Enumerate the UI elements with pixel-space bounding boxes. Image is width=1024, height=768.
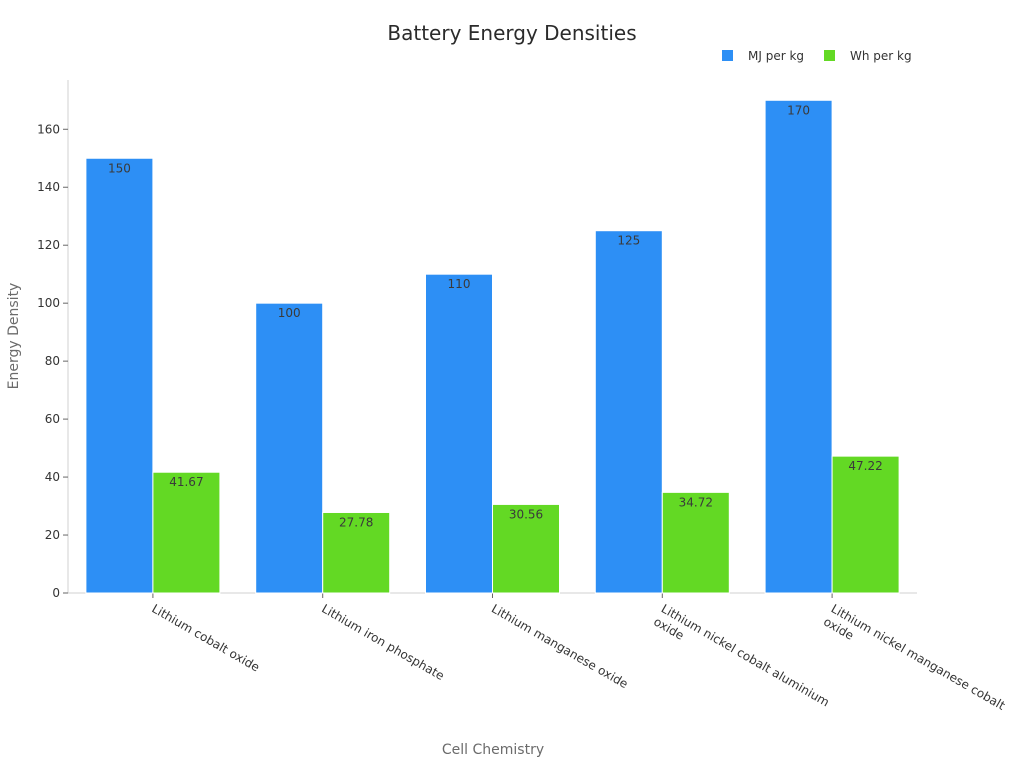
y-tick-label: 140 <box>37 180 60 194</box>
bar-mj-per-kg-lithium-cobalt-oxide <box>85 157 154 594</box>
y-tick-label: 60 <box>45 412 60 426</box>
y-tick-label: 120 <box>37 238 60 252</box>
y-tick-label: 20 <box>45 528 60 542</box>
y-tick-label: 100 <box>37 296 60 310</box>
data-label-wh-per-kg-lithium-nickel-manganese-cobalt-oxide: 47.22 <box>848 459 882 473</box>
y-tick-label: 0 <box>52 586 60 600</box>
x-tick-label-lithium-cobalt-oxide: Lithium cobalt oxide <box>149 601 262 674</box>
y-tick-label: 160 <box>37 122 60 136</box>
bar-mj-per-kg-lithium-manganese-oxide <box>425 273 493 594</box>
bar-wh-per-kg-lithium-nickel-manganese-cobalt-oxide <box>831 455 900 594</box>
bar-mj-per-kg-lithium-nickel-cobalt-aluminium-oxide <box>594 230 663 594</box>
legend-label-wh-per-kg: Wh per kg <box>850 49 912 63</box>
bar-wh-per-kg-lithium-cobalt-oxide <box>152 471 221 594</box>
legend-swatch-wh-per-kg <box>824 50 835 61</box>
x-axis: Lithium cobalt oxide Lithium iron phospha… <box>68 592 1008 725</box>
data-label-mj-per-kg-lithium-nickel-manganese-cobalt-oxide: 170 <box>787 103 810 117</box>
data-label-mj-per-kg-lithium-cobalt-oxide: 150 <box>108 161 131 175</box>
bar-wh-per-kg-lithium-nickel-cobalt-aluminium-oxide <box>661 491 730 594</box>
y-axis-title: Energy Density <box>6 283 22 390</box>
x-tick-label-lithium-iron-phosphate: Lithium iron phosphate <box>319 601 446 683</box>
data-label-wh-per-kg-lithium-nickel-cobalt-aluminium-oxide: 34.72 <box>679 495 713 509</box>
x-tick-label-lithium-manganese-oxide: Lithium manganese oxide <box>489 601 630 691</box>
bar-mj-per-kg-lithium-nickel-manganese-cobalt-oxide <box>764 99 833 594</box>
data-label-wh-per-kg-lithium-cobalt-oxide: 41.67 <box>169 475 203 489</box>
data-label-wh-per-kg-lithium-manganese-oxide: 30.56 <box>509 507 543 521</box>
x-axis-title: Cell Chemistry <box>442 742 544 758</box>
legend-swatch-mj-per-kg <box>722 50 733 61</box>
data-label-wh-per-kg-lithium-iron-phosphate: 27.78 <box>339 515 373 529</box>
legend: MJ per kg Wh per kg <box>722 49 912 63</box>
bar-labels: 150 41.67 100 27.78 110 30.56 125 34.72 170 47.22 <box>108 103 883 529</box>
legend-label-mj-per-kg: MJ per kg <box>748 49 804 63</box>
data-label-mj-per-kg-lithium-manganese-oxide: 110 <box>448 277 471 291</box>
data-label-mj-per-kg-lithium-iron-phosphate: 100 <box>278 306 301 320</box>
y-tick-label: 40 <box>45 470 60 484</box>
x-tick-label-lithium-nickel-manganese-cobalt-oxide: Lithium nickel manganese cobaltoxide <box>821 601 1008 725</box>
y-axis: 0 20 40 60 80 100 120 140 160 <box>37 80 69 600</box>
y-tick-label: 80 <box>45 354 60 368</box>
bars <box>85 99 900 594</box>
bar-mj-per-kg-lithium-iron-phosphate <box>255 302 324 594</box>
data-label-mj-per-kg-lithium-nickel-cobalt-aluminium-oxide: 125 <box>617 234 640 248</box>
chart-title: Battery Energy Densities <box>387 21 636 45</box>
x-tick-label-lithium-nickel-cobalt-aluminium-oxide: Lithium nickel cobalt aluminiumoxide <box>651 601 832 722</box>
bar-wh-per-kg-lithium-manganese-oxide <box>492 503 560 594</box>
bar-wh-per-kg-lithium-iron-phosphate <box>322 511 391 594</box>
